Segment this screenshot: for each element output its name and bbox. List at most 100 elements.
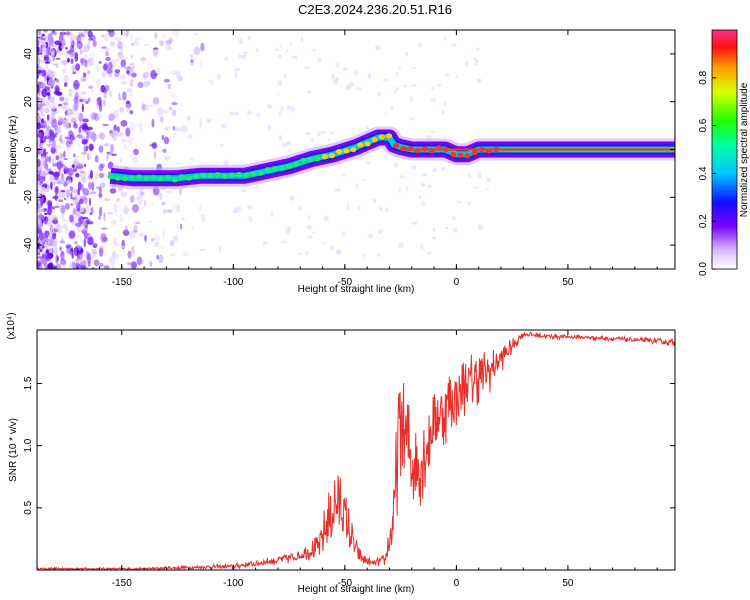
noise-speckle: [90, 207, 94, 214]
noise-speckle: [473, 63, 476, 66]
noise-speckle: [68, 262, 74, 269]
noise-speckle: [473, 57, 477, 62]
noise-speckle: [88, 85, 94, 89]
noise-speckle: [420, 182, 426, 187]
noise-speckle: [456, 75, 459, 79]
noise-speckle: [38, 219, 43, 229]
noise-speckle: [186, 115, 192, 121]
noise-speckle: [54, 77, 57, 81]
noise-speckle: [398, 242, 404, 248]
noise-speckle: [321, 241, 325, 244]
noise-speckle: [91, 249, 97, 252]
noise-speckle: [82, 72, 87, 78]
noise-speckle: [37, 256, 44, 259]
noise-speckle: [165, 39, 172, 45]
ridge-blob: [157, 176, 164, 182]
noise-speckle: [63, 167, 70, 174]
snr-x-tick-label: 0: [454, 578, 460, 589]
noise-speckle: [125, 127, 131, 137]
noise-speckle: [305, 132, 312, 136]
noise-speckle: [58, 176, 66, 185]
noise-speckle: [74, 51, 79, 62]
noise-speckle: [290, 106, 295, 113]
noise-speckle: [443, 36, 447, 41]
noise-speckle: [81, 54, 89, 59]
noise-speckle: [154, 32, 158, 40]
noise-speckle: [289, 42, 293, 46]
noise-speckle: [89, 197, 91, 207]
noise-speckle: [94, 113, 100, 122]
noise-speckle: [117, 65, 123, 71]
noise-speckle: [60, 205, 66, 214]
noise-speckle: [45, 255, 51, 261]
noise-speckle: [54, 193, 58, 201]
noise-speckle: [48, 129, 55, 136]
noise-speckle: [330, 245, 334, 251]
noise-speckle: [45, 125, 51, 131]
noise-speckle: [71, 188, 79, 194]
noise-speckle: [130, 54, 134, 59]
noise-speckle: [444, 73, 450, 76]
noise-speckle: [76, 35, 82, 44]
noise-speckle: [119, 213, 124, 223]
noise-speckle: [58, 152, 63, 160]
noise-speckle: [58, 103, 62, 107]
noise-speckle: [50, 180, 53, 190]
noise-speckle: [93, 259, 100, 267]
noise-speckle: [47, 114, 50, 121]
noise-speckle: [243, 51, 250, 55]
noise-speckle: [98, 61, 102, 64]
noise-speckle: [88, 37, 93, 41]
noise-speckle: [384, 112, 387, 116]
noise-speckle: [131, 245, 135, 254]
noise-speckle: [411, 66, 416, 69]
spectrogram-x-tick-label: 50: [562, 277, 574, 288]
noise-speckle: [61, 237, 64, 242]
noise-speckle: [65, 244, 72, 247]
noise-speckle: [64, 187, 69, 190]
noise-speckle: [170, 70, 177, 76]
noise-speckle: [112, 264, 115, 269]
snr-series-line: [37, 331, 675, 570]
noise-speckle: [280, 106, 284, 111]
noise-speckle: [82, 118, 89, 123]
noise-speckle: [116, 126, 120, 133]
noise-speckle: [379, 206, 383, 211]
noise-speckle: [473, 186, 479, 189]
noise-speckle: [131, 62, 135, 73]
noise-speckle: [70, 192, 73, 200]
noise-speckle: [277, 54, 282, 59]
noise-speckle: [98, 193, 103, 198]
noise-speckle: [88, 57, 94, 67]
noise-speckle: [191, 225, 195, 229]
noise-speckle: [110, 143, 114, 153]
noise-speckle: [114, 72, 120, 78]
noise-speckle: [50, 45, 58, 48]
noise-speckle: [284, 73, 287, 78]
noise-speckle: [56, 63, 59, 69]
noise-speckle: [37, 115, 41, 123]
noise-speckle: [47, 219, 52, 225]
noise-speckle: [292, 55, 298, 60]
noise-speckle: [367, 73, 372, 80]
noise-speckle: [71, 64, 77, 73]
noise-speckle: [54, 85, 60, 93]
noise-speckle: [137, 81, 144, 89]
noise-speckle: [77, 143, 80, 148]
noise-speckle: [114, 69, 121, 73]
noise-speckle: [355, 87, 362, 91]
noise-speckle: [81, 138, 89, 145]
noise-speckle: [411, 165, 417, 170]
noise-speckle: [312, 231, 316, 234]
noise-speckle: [190, 54, 193, 58]
noise-speckle: [71, 164, 75, 168]
noise-speckle: [320, 131, 326, 134]
noise-speckle: [144, 199, 147, 207]
noise-speckle: [78, 31, 85, 36]
noise-speckle: [124, 66, 132, 70]
noise-speckle: [120, 120, 128, 127]
noise-speckle: [48, 262, 54, 269]
ridge-blob: [450, 152, 457, 158]
noise-speckle: [69, 32, 74, 42]
noise-speckle: [164, 125, 170, 132]
